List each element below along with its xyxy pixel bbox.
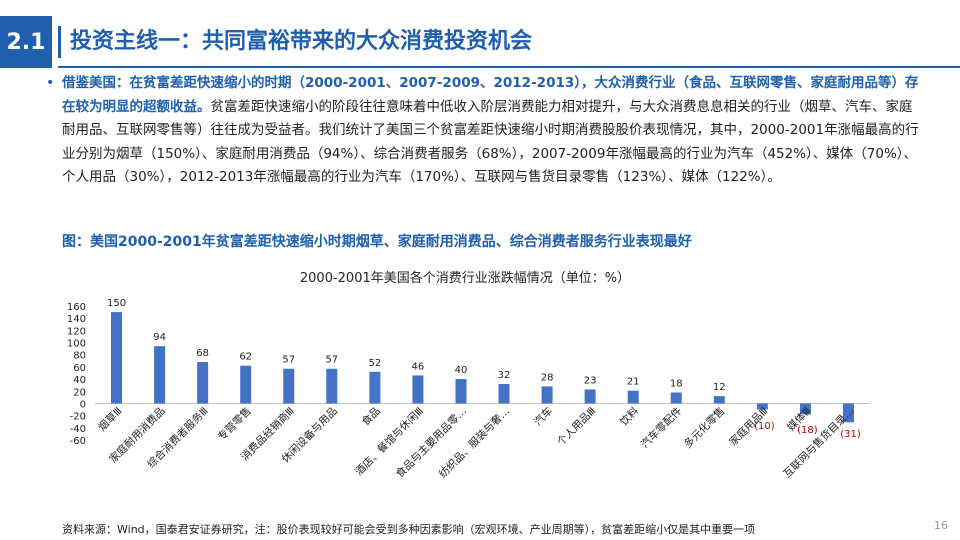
- y-tick-label: 100: [67, 339, 86, 350]
- x-tick-label: 汽车: [531, 404, 555, 428]
- x-tick-label: 食品: [359, 404, 383, 428]
- bar: [240, 365, 252, 404]
- bar: [756, 403, 768, 410]
- bar-value-label: (18): [797, 425, 818, 436]
- bar: [154, 346, 166, 404]
- bar-value-label: 46: [412, 361, 425, 372]
- source-note: 资料来源：Wind，国泰君安证券研究，注：股价表现较好可能会受到多种因素影响（宏…: [62, 523, 756, 536]
- bar: [799, 403, 811, 415]
- bar: [283, 368, 295, 404]
- value-labels: 150 94 68 62 57 57 52 46 40 32 28 23 21 18 12 (10) (18) (…: [107, 298, 861, 440]
- x-tick-label: 食品与主要用品零…: [393, 404, 469, 480]
- bar-value-label: 28: [541, 372, 554, 383]
- slide-title: 投资主线一：共同富裕带来的大众消费投资机会: [70, 29, 533, 54]
- bar: [541, 386, 553, 404]
- x-tick-label: 饮料: [617, 404, 641, 428]
- bar-chart: 2000-2001年美国各个消费行业涨跌幅情况（单位：%） -60-40-20 0…: [67, 270, 870, 480]
- x-tick-label: 纺织品、服装与奢…: [436, 404, 512, 480]
- bar: [627, 390, 639, 404]
- bar-value-label: 32: [498, 370, 511, 381]
- bar-value-label: (31): [840, 429, 861, 440]
- y-tick-label: 40: [73, 375, 86, 386]
- y-tick-label: 160: [67, 302, 86, 313]
- y-tick-label: -40: [70, 424, 86, 435]
- bar-value-label: 12: [713, 382, 726, 393]
- bar: [498, 383, 510, 404]
- x-tick-label: 专营零售: [215, 404, 254, 443]
- bar: [326, 368, 338, 404]
- y-tick-label: 0: [80, 399, 86, 410]
- figure-caption: 图：美国2000-2001年贫富差距快速缩小时期烟草、家庭耐用消费品、综合消费者…: [62, 234, 692, 250]
- x-tick-label: 多元化零售: [681, 404, 727, 450]
- bar: [111, 312, 123, 404]
- y-tick-label: 80: [73, 351, 86, 362]
- bar: [412, 375, 424, 404]
- bar-value-label: 40: [455, 365, 468, 376]
- page-number: 16: [934, 519, 948, 532]
- y-tick-label: 60: [73, 363, 86, 374]
- bar: [197, 362, 209, 404]
- bar: [713, 396, 725, 404]
- bar-value-label: 150: [107, 298, 126, 309]
- bullet-dot-icon: •: [46, 75, 55, 91]
- section-number-badge: 2.1: [0, 16, 52, 68]
- title-bar: 投资主线一：共同富裕带来的大众消费投资机会: [58, 16, 960, 68]
- body-lead-bold: 借鉴美国：在贫富差距快速缩小的时期（2000-2001、2007-2009、20…: [62, 75, 919, 115]
- y-tick-label: -60: [70, 436, 86, 447]
- body-rest: 贫富差距快速缩小的阶段往往意味着中低收入阶层消费能力相对提升，与大众消费息息相关…: [62, 98, 919, 186]
- bar: [670, 392, 682, 404]
- bar-value-label: (10): [754, 421, 775, 432]
- bar-value-label: 57: [282, 355, 295, 366]
- bar-value-label: 52: [368, 358, 381, 369]
- bar-value-label: 68: [196, 348, 209, 359]
- bar-value-label: 57: [325, 355, 338, 366]
- bar-series: [111, 312, 854, 423]
- y-tick-label: 120: [67, 326, 86, 337]
- x-tick-label: 烟草Ⅲ: [95, 404, 124, 433]
- bar: [369, 371, 381, 404]
- y-tick-label: 20: [73, 387, 86, 398]
- bar: [584, 389, 596, 404]
- bar-value-label: 21: [627, 377, 640, 388]
- title-accent-mark: [58, 26, 61, 58]
- bar-value-label: 18: [670, 378, 683, 389]
- y-tick-label: -20: [70, 412, 86, 423]
- bar: [842, 403, 854, 423]
- y-tick-label: 140: [67, 314, 86, 325]
- x-tick-label: 汽车零配件: [638, 404, 684, 450]
- body-paragraph: • 借鉴美国：在贫富差距快速缩小的时期（2000-2001、2007-2009、…: [46, 72, 924, 190]
- bar-value-label: 23: [584, 375, 597, 386]
- bar-value-label: 94: [153, 332, 166, 343]
- x-tick-label: 互联网与售货目录…: [781, 404, 857, 480]
- chart-title: 2000-2001年美国各个消费行业涨跌幅情况（单位：%）: [300, 270, 630, 286]
- bar: [455, 379, 467, 404]
- bar-value-label: 62: [239, 352, 252, 363]
- x-tick-label: 个人用品Ⅲ: [555, 405, 598, 448]
